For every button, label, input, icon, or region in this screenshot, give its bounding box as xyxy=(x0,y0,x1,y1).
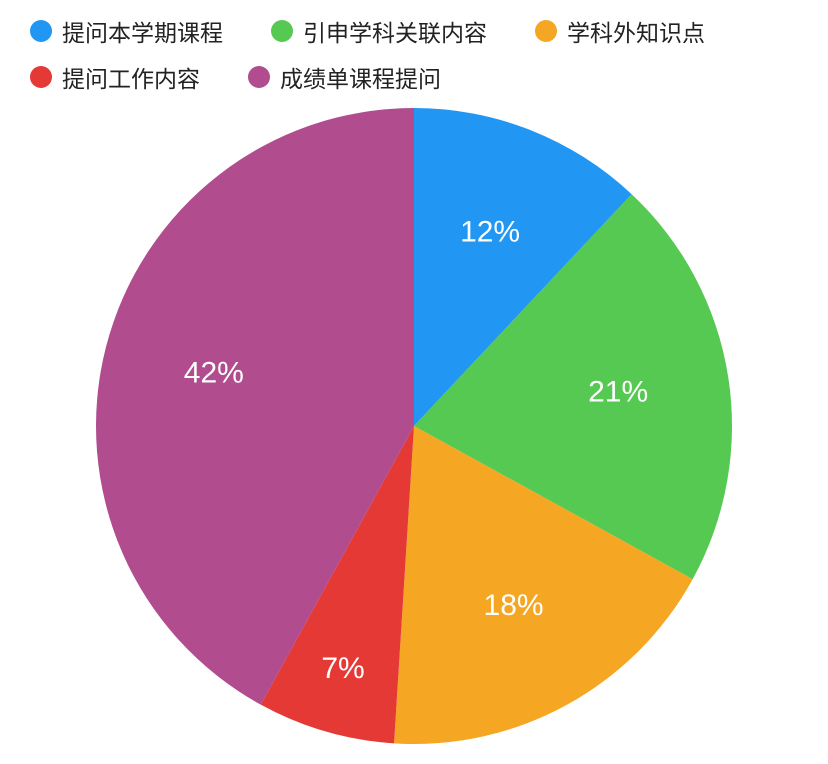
pie-chart-container: 提问本学期课程 引申学科关联内容 学科外知识点提问工作内容 成绩单课程提问 12% 21… xyxy=(0,0,828,764)
slice-label: 12% xyxy=(460,216,520,249)
legend-label: 提问本学期课程 xyxy=(62,14,223,48)
chart-legend: 提问本学期课程 引申学科关联内容 学科外知识点提问工作内容 成绩单课程提问 xyxy=(30,14,798,106)
legend-dot-icon xyxy=(248,66,270,88)
legend-label: 成绩单课程提问 xyxy=(280,60,441,94)
legend-item: 成绩单课程提问 xyxy=(248,60,441,94)
legend-dot-icon xyxy=(30,66,52,88)
pie-svg: 12% 21% 18% 7% 42% xyxy=(96,108,732,744)
legend-item: 提问本学期课程 xyxy=(30,14,223,48)
slice-label: 21% xyxy=(588,376,648,409)
slice-label: 42% xyxy=(184,357,244,390)
legend-item: 提问工作内容 xyxy=(30,60,200,94)
legend-label: 引申学科关联内容 xyxy=(303,14,487,48)
legend-item: 引申学科关联内容 xyxy=(271,14,487,48)
legend-dot-icon xyxy=(271,20,293,42)
slice-label: 18% xyxy=(484,589,544,622)
legend-label: 提问工作内容 xyxy=(62,60,200,94)
legend-dot-icon xyxy=(30,20,52,42)
legend-dot-icon xyxy=(535,20,557,42)
legend-item: 学科外知识点 xyxy=(535,14,705,48)
slice-label: 7% xyxy=(321,652,364,685)
pie-chart: 12% 21% 18% 7% 42% xyxy=(96,108,732,749)
legend-label: 学科外知识点 xyxy=(567,14,705,48)
